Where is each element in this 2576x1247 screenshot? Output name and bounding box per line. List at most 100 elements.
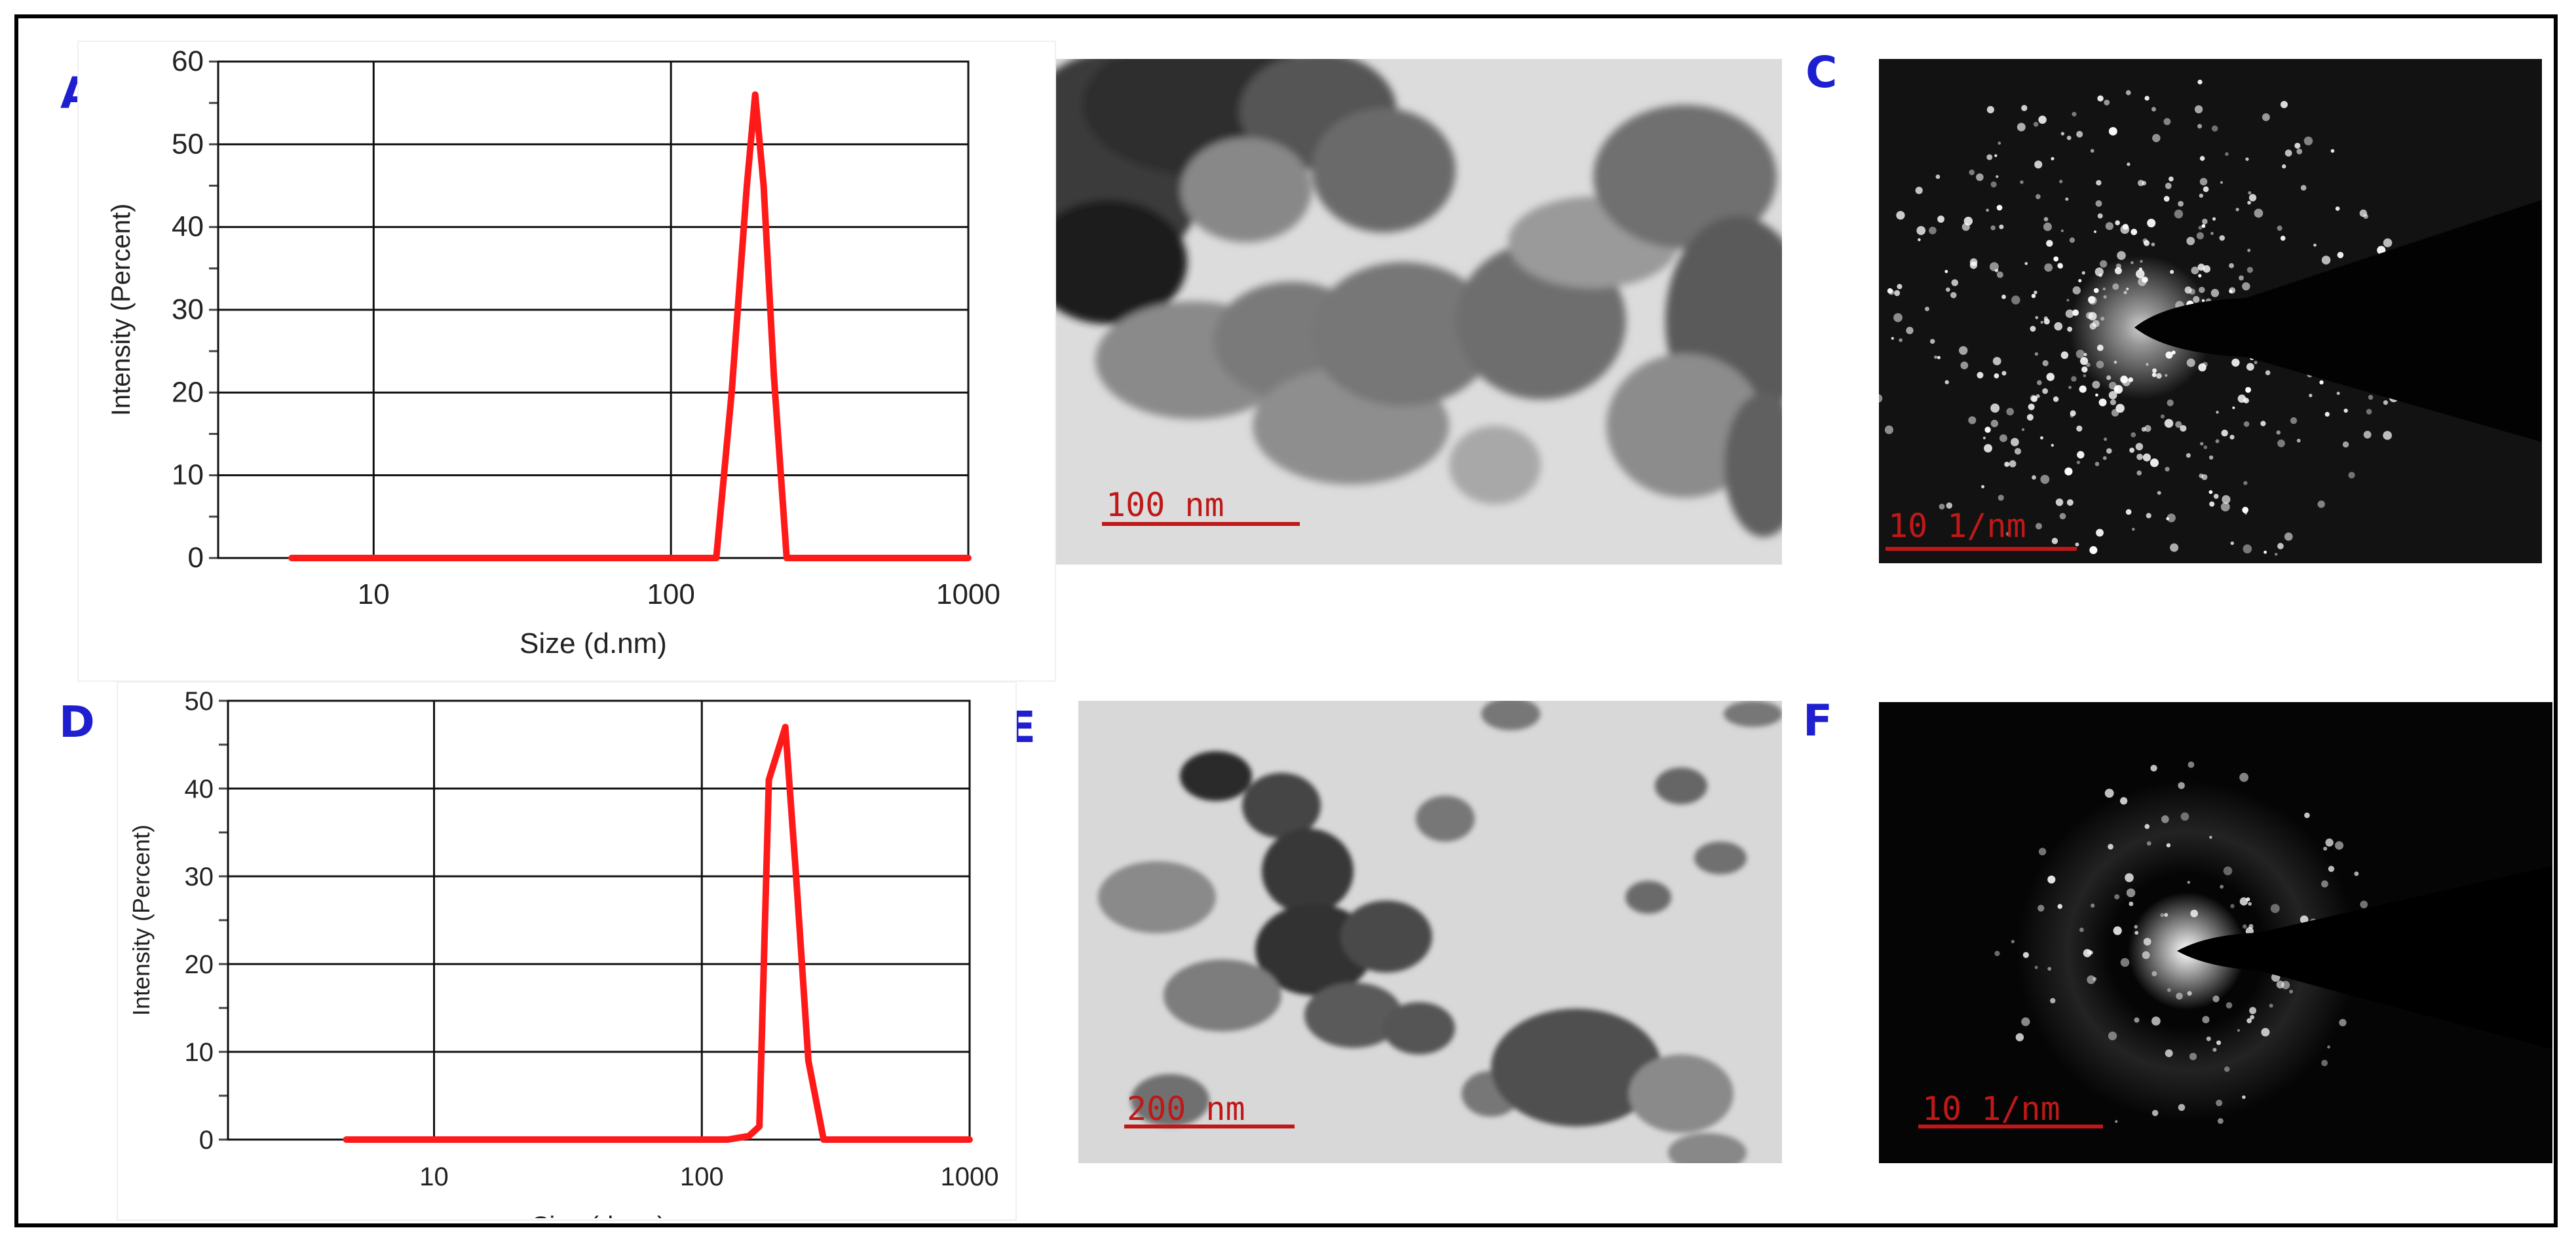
diffraction-spot (2152, 134, 2161, 143)
diffraction-spot (2113, 926, 2122, 935)
chart-a-data-point (713, 555, 720, 561)
chart-d-data-point (820, 1136, 827, 1143)
diffraction-spot (2211, 125, 2218, 132)
diffraction-spot (2303, 136, 2313, 145)
diffraction-spot (1990, 225, 1996, 231)
chart-d-x-tick-label: 10 (419, 1163, 449, 1191)
chart-d-data-point (430, 1136, 438, 1143)
diffraction-spot (2043, 316, 2048, 321)
diffraction-spot (2319, 380, 2324, 385)
diffraction-spot (2220, 502, 2230, 512)
diffraction-spot (2020, 180, 2024, 184)
chart-d-data-point (404, 1136, 411, 1143)
diffraction-spot (2004, 462, 2010, 467)
diffraction-spot (2194, 105, 2203, 113)
chart-d-x-tick-label: 1000 (941, 1163, 999, 1191)
chart-a-data-point (668, 555, 675, 561)
diffraction-spot (2136, 453, 2143, 460)
diffraction-spot (2212, 217, 2216, 221)
diffraction-spot (2097, 95, 2104, 102)
diffraction-spot (2224, 1066, 2230, 1072)
diffraction-spot (2144, 824, 2150, 829)
chart-d-data-point (907, 1136, 914, 1143)
diffraction-spot (1934, 355, 1938, 359)
diffraction-spot (2199, 193, 2204, 198)
diffraction-spot (2072, 111, 2077, 117)
diffraction-spot (2342, 441, 2349, 448)
diffraction-spot (2203, 186, 2209, 193)
diffraction-spot (2055, 498, 2064, 506)
diffraction-spot (2015, 1033, 2024, 1041)
tem-image-e: 200 nm (1078, 701, 1782, 1163)
diffraction-spot (2243, 924, 2247, 929)
diffraction-spot (2201, 224, 2206, 228)
diffraction-spot (2323, 846, 2328, 851)
diffraction-spot (2330, 149, 2335, 153)
diffraction-spot (2178, 1104, 2186, 1111)
diffraction-spot (2006, 407, 2014, 416)
diffraction-spot (2114, 894, 2120, 900)
diffraction-spot (1951, 279, 1959, 286)
diffraction-spot (2120, 958, 2130, 967)
diffraction-spot (2093, 977, 2097, 981)
diffraction-spot (2076, 130, 2083, 138)
diffraction-spot (2032, 475, 2036, 480)
diffraction-spot (2132, 527, 2135, 531)
saed-pattern-f: 10 1/nm (1879, 702, 2552, 1163)
diffraction-spot (1894, 289, 1901, 297)
diffraction-spot (2363, 214, 2368, 219)
diffraction-spot (2066, 136, 2072, 140)
diffraction-spot (2354, 871, 2359, 876)
diffraction-spot (2021, 105, 2028, 111)
diffraction-spot (2246, 363, 2254, 371)
diffraction-spot (1998, 141, 2001, 145)
diffraction-spot (2030, 326, 2036, 332)
diffraction-spot (2199, 441, 2204, 446)
diffraction-spot (2093, 230, 2097, 233)
diffraction-spot (2053, 396, 2059, 402)
diffraction-spot (2047, 967, 2052, 971)
diffraction-spot (2111, 409, 2119, 417)
diffraction-spot (2174, 210, 2184, 219)
diffraction-spot (2247, 200, 2251, 205)
diffraction-spot (2035, 316, 2039, 320)
diffraction-spot (1946, 502, 1953, 509)
diffraction-spot (2242, 282, 2250, 291)
diffraction-spot (2037, 380, 2042, 386)
diffraction-spot (1960, 362, 1969, 369)
diffraction-spot (2146, 513, 2151, 519)
diffraction-spot (2011, 940, 2015, 944)
diffraction-spot (2125, 90, 2131, 96)
diffraction-spot (2058, 263, 2064, 269)
diffraction-spot (2188, 761, 2195, 768)
diffraction-spot (2239, 772, 2249, 782)
diffraction-spot (2014, 448, 2022, 455)
chart-d-y-tick-label: 20 (185, 950, 214, 979)
diffraction-spot (1994, 373, 1999, 379)
chart-a-data-point (539, 555, 546, 561)
diffraction-spot (2108, 1031, 2117, 1041)
diffraction-spot (2277, 542, 2284, 549)
diffraction-spot (2035, 523, 2042, 530)
diffraction-spot (1969, 261, 1978, 269)
saed-pattern-c: 10 1/nm (1879, 59, 2542, 563)
diffraction-spot (2197, 124, 2203, 129)
chart-a-x-tick-label: 10 (358, 578, 390, 610)
diffraction-spot (2024, 262, 2028, 265)
diffraction-spot (2245, 157, 2249, 161)
diffraction-spot (2105, 222, 2113, 231)
chart-d-data-point (873, 1136, 881, 1143)
chart-d-data-point (461, 1136, 468, 1143)
diffraction-spot (2175, 421, 2182, 428)
diffraction-spot (2161, 815, 2169, 823)
diffraction-spot (2363, 430, 2372, 439)
diffraction-spot (2034, 290, 2037, 295)
diffraction-spot (2261, 1028, 2270, 1037)
diffraction-spot (2198, 274, 2202, 278)
diffraction-spot (2348, 472, 2355, 479)
diffraction-spot (2230, 904, 2235, 908)
diffraction-spot (1999, 224, 2004, 229)
diffraction-spot (2110, 399, 2116, 405)
chart-a-y-tick-label: 0 (188, 542, 204, 574)
diffraction-spot (2248, 194, 2257, 202)
